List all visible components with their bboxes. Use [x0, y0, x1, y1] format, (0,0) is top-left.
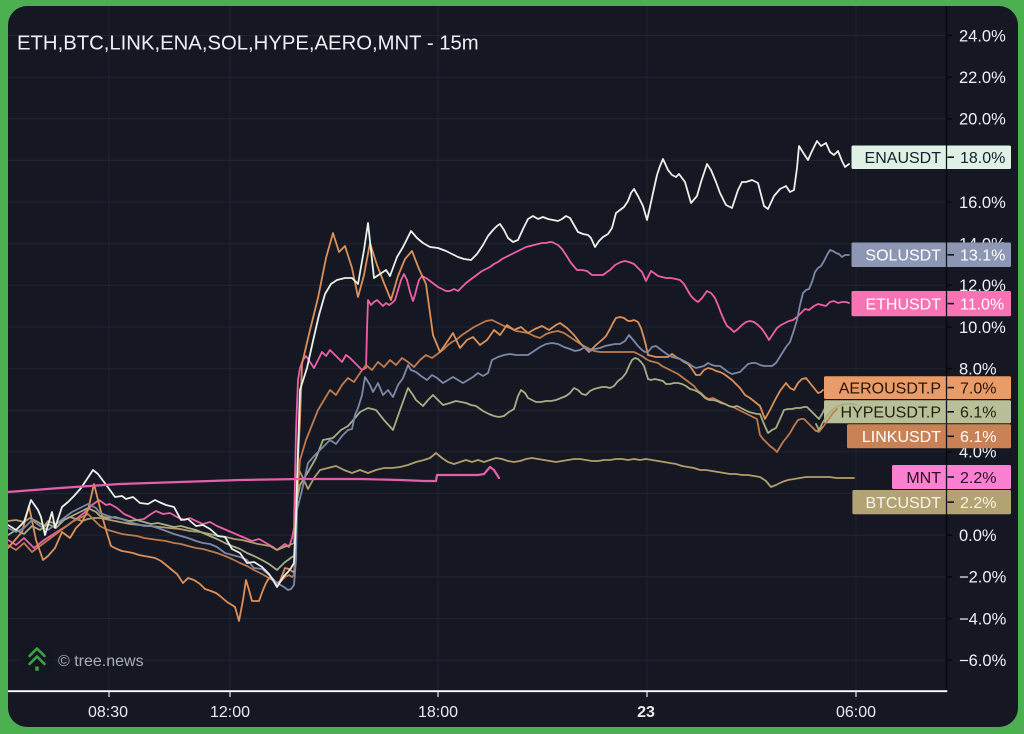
svg-text:6.1%: 6.1%: [960, 405, 996, 422]
svg-text:ETH,BTC,LINK,ENA,SOL,HYPE,AERO: ETH,BTC,LINK,ENA,SOL,HYPE,AERO,MNT - 15m: [17, 33, 479, 55]
svg-text:08:30: 08:30: [88, 704, 128, 721]
svg-text:10.0%: 10.0%: [959, 319, 1006, 337]
svg-text:© tree.news: © tree.news: [58, 653, 144, 670]
svg-text:0.0%: 0.0%: [959, 527, 997, 545]
svg-text:23: 23: [637, 704, 655, 721]
svg-text:−2.0%: −2.0%: [959, 569, 1007, 587]
svg-text:13.1%: 13.1%: [960, 248, 1005, 265]
svg-text:7.0%: 7.0%: [960, 380, 996, 397]
svg-text:6.1%: 6.1%: [960, 429, 996, 446]
svg-text:11.0%: 11.0%: [960, 296, 1004, 313]
svg-text:2.2%: 2.2%: [960, 470, 996, 487]
svg-text:AEROUSDT.P: AEROUSDT.P: [839, 380, 941, 397]
svg-text:−6.0%: −6.0%: [959, 652, 1007, 670]
svg-text:HYPEUSDT.P: HYPEUSDT.P: [841, 405, 941, 422]
svg-text:2.2%: 2.2%: [960, 495, 996, 512]
svg-text:22.0%: 22.0%: [959, 69, 1006, 87]
svg-text:8.0%: 8.0%: [959, 360, 997, 378]
svg-text:12.0%: 12.0%: [959, 277, 1006, 295]
svg-text:ETHUSDT: ETHUSDT: [865, 296, 941, 313]
svg-text:SOLUSDT: SOLUSDT: [865, 248, 941, 265]
svg-text:06:00: 06:00: [836, 704, 876, 721]
svg-text:ENAUSDT: ENAUSDT: [865, 150, 942, 167]
svg-text:18:00: 18:00: [418, 704, 458, 721]
svg-text:LINKUSDT: LINKUSDT: [862, 429, 941, 446]
svg-text:16.0%: 16.0%: [959, 194, 1006, 212]
svg-text:MNT: MNT: [906, 470, 941, 487]
svg-text:BTCUSDT: BTCUSDT: [865, 495, 941, 512]
svg-text:20.0%: 20.0%: [959, 111, 1006, 129]
svg-text:18.0%: 18.0%: [960, 150, 1005, 167]
svg-text:−4.0%: −4.0%: [959, 610, 1007, 628]
svg-text:24.0%: 24.0%: [959, 27, 1006, 45]
svg-text:12:00: 12:00: [210, 704, 250, 721]
